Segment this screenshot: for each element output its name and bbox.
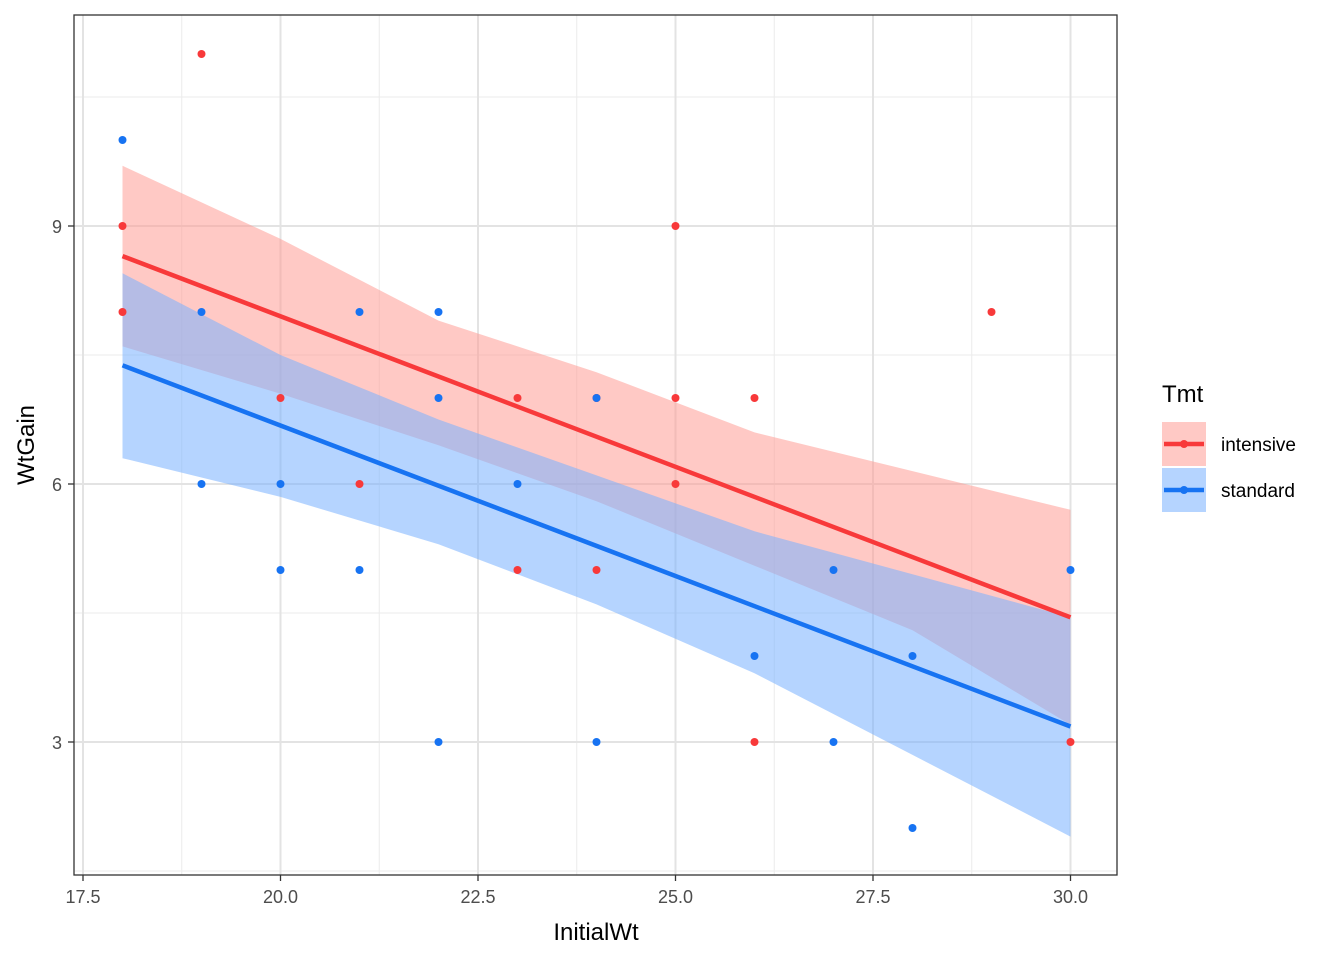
y-axis-title: WtGain xyxy=(13,405,40,485)
y-tick-label: 3 xyxy=(52,733,62,753)
point-intensive xyxy=(671,394,680,402)
point-intensive xyxy=(118,222,127,230)
point-standard xyxy=(434,308,443,316)
fit-line-standard xyxy=(121,363,1072,729)
x-tick-label: 20.0 xyxy=(263,887,298,907)
y-axis: 3 6 9 xyxy=(52,217,74,753)
point-standard xyxy=(434,394,443,402)
point-intensive xyxy=(671,480,680,488)
point-standard xyxy=(829,566,838,574)
point-standard xyxy=(118,136,127,144)
x-tick-label: 27.5 xyxy=(855,887,890,907)
point-standard xyxy=(355,308,364,316)
point-standard xyxy=(276,480,285,488)
x-tick-label: 22.5 xyxy=(460,887,495,907)
point-standard xyxy=(513,480,522,488)
legend-key-point-intensive xyxy=(1180,440,1188,448)
legend-title: Tmt xyxy=(1162,381,1204,408)
x-axis: 17.5 20.0 22.5 25.0 27.5 30.0 xyxy=(65,875,1088,907)
point-standard xyxy=(434,738,443,746)
ribbon-standard xyxy=(122,273,1071,837)
plot-panel xyxy=(73,14,1118,876)
x-tick-label: 25.0 xyxy=(658,887,693,907)
point-standard xyxy=(908,824,917,832)
point-intensive xyxy=(513,394,522,402)
y-tick-label: 9 xyxy=(52,217,62,237)
x-tick-label: 30.0 xyxy=(1053,887,1088,907)
point-standard xyxy=(197,308,206,316)
data-points xyxy=(118,50,1075,832)
point-standard xyxy=(592,738,601,746)
point-intensive xyxy=(671,222,680,230)
legend-label-standard: standard xyxy=(1221,481,1295,502)
x-tick-label: 17.5 xyxy=(65,887,100,907)
legend-label-intensive: intensive xyxy=(1221,435,1296,456)
point-standard xyxy=(829,738,838,746)
point-standard xyxy=(592,394,601,402)
point-intensive xyxy=(118,308,127,316)
fit-line-intensive xyxy=(121,253,1072,620)
confidence-ribbons xyxy=(122,165,1071,837)
point-standard xyxy=(1066,566,1075,574)
point-intensive xyxy=(276,394,285,402)
point-intensive xyxy=(987,308,996,316)
point-intensive xyxy=(1066,738,1075,746)
point-intensive xyxy=(750,394,759,402)
fit-lines xyxy=(121,253,1072,729)
panel-border xyxy=(73,14,1118,876)
point-standard xyxy=(908,652,917,660)
point-intensive xyxy=(750,738,759,746)
point-standard xyxy=(355,566,364,574)
x-axis-title: InitialWt xyxy=(553,919,639,946)
point-intensive xyxy=(197,50,206,58)
legend: Tmt intensive standard xyxy=(1162,381,1296,512)
point-intensive xyxy=(355,480,364,488)
point-standard xyxy=(197,480,206,488)
point-intensive xyxy=(592,566,601,574)
y-tick-label: 6 xyxy=(52,475,62,495)
legend-keys: intensive standard xyxy=(1162,422,1296,512)
point-standard xyxy=(276,566,285,574)
point-standard xyxy=(750,652,759,660)
legend-key-point-standard xyxy=(1180,486,1188,494)
point-intensive xyxy=(513,566,522,574)
